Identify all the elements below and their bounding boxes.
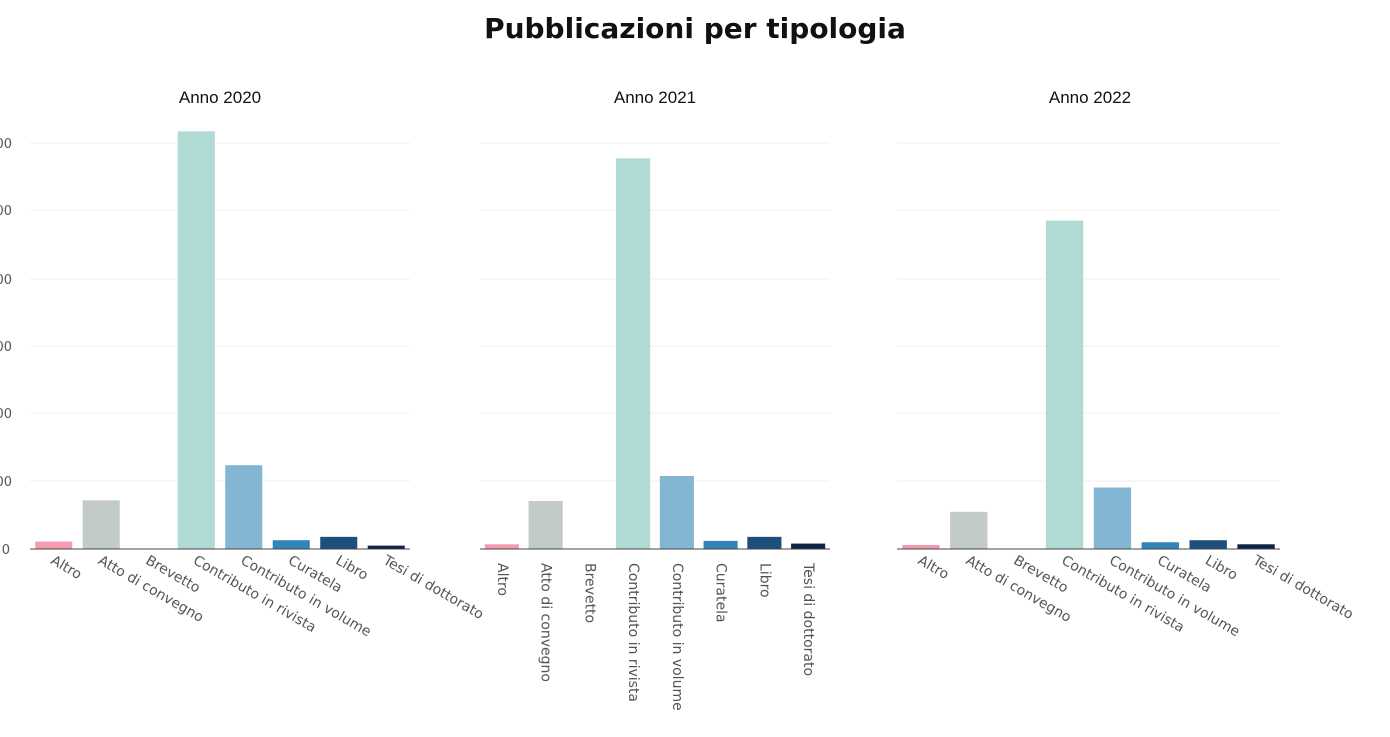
x-tick-label: Altro (48, 553, 85, 583)
x-tick-label: Tesi di dottorato (1249, 552, 1356, 623)
bar-tesi-di-dottorato[interactable] (791, 544, 825, 549)
panel-title: Anno 2022 (1049, 88, 1131, 107)
bar-contributo-in-rivista[interactable] (1046, 221, 1083, 549)
x-tick-label: Libro (756, 563, 772, 598)
x-tick-label: Contributo in rivista (625, 563, 641, 702)
bar-contributo-in-volume[interactable] (225, 465, 262, 549)
x-tick-label: Altro (915, 553, 952, 583)
bar-tesi-di-dottorato[interactable] (1237, 544, 1274, 549)
bar-atto-di-convegno[interactable] (529, 501, 563, 549)
bar-contributo-in-volume[interactable] (1094, 488, 1131, 549)
panel-title: Anno 2021 (614, 88, 696, 107)
bar-atto-di-convegno[interactable] (83, 500, 120, 549)
y-tick-label: 00 (0, 407, 12, 422)
y-tick-label: 00 (0, 204, 12, 219)
y-tick-label: 0 (2, 543, 10, 558)
panel-title: Anno 2020 (179, 88, 261, 107)
bar-contributo-in-rivista[interactable] (178, 131, 215, 549)
bar-curatela[interactable] (273, 540, 310, 549)
y-tick-label: 00 (0, 340, 12, 355)
bar-atto-di-convegno[interactable] (950, 512, 987, 549)
y-tick-label: 00 (0, 137, 12, 152)
x-tick-label: Tesi di dottorato (800, 562, 816, 676)
bar-libro[interactable] (1190, 540, 1227, 549)
chart-panel-2: Anno 2021 Altro Atto di convegno Brevetto Co… (480, 88, 830, 711)
bar-altro[interactable] (485, 544, 519, 549)
bar-curatela[interactable] (704, 541, 738, 549)
bar-altro[interactable] (35, 542, 72, 549)
x-tick-label: Contributo in volume (669, 563, 685, 711)
bar-contributo-in-rivista[interactable] (616, 158, 650, 549)
x-tick-label: Brevetto (581, 563, 597, 623)
x-tick-label: Curatela (713, 563, 729, 623)
y-tick-label: 00 (0, 273, 12, 288)
bar-curatela[interactable] (1142, 542, 1179, 549)
bar-altro[interactable] (902, 545, 939, 549)
y-tick-label: 00 (0, 475, 12, 490)
x-tick-label: Altro (494, 563, 510, 596)
bar-libro[interactable] (320, 537, 357, 549)
bar-libro[interactable] (747, 537, 781, 549)
bar-tesi-di-dottorato[interactable] (368, 546, 405, 549)
bar-contributo-in-volume[interactable] (660, 476, 694, 549)
x-tick-label: Tesi di dottorato (379, 552, 486, 623)
x-tick-label: Atto di convegno (538, 563, 554, 682)
